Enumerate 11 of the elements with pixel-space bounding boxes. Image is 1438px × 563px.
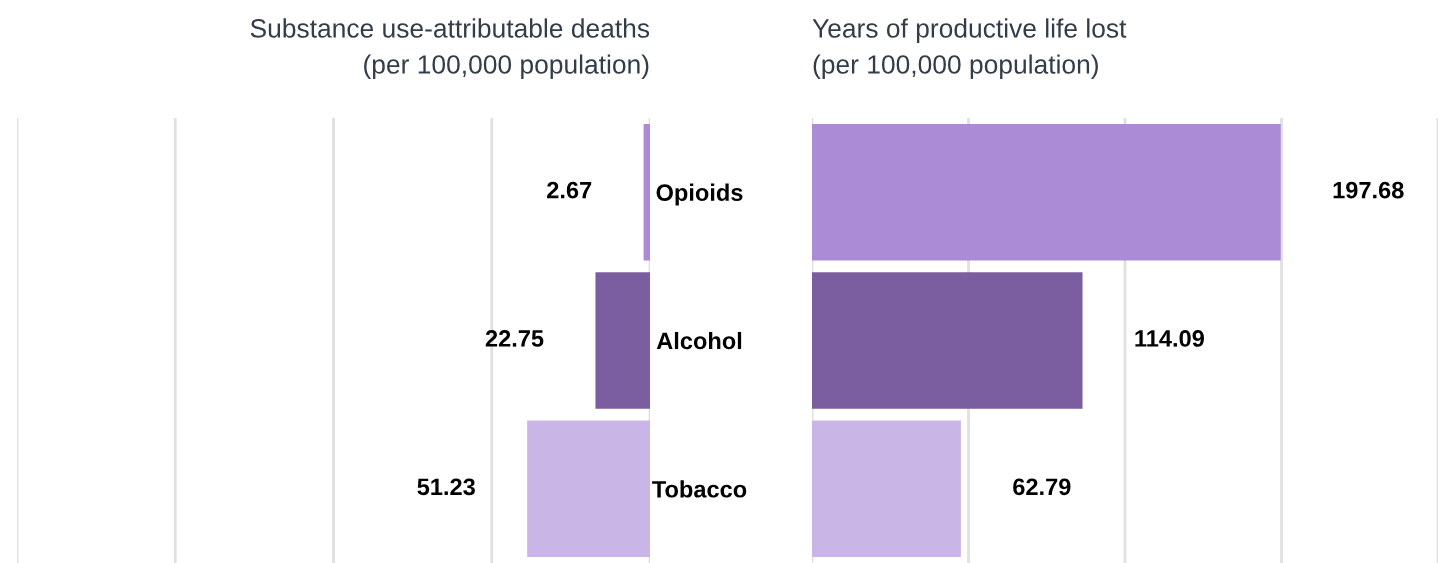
y-tick-label: Tobacco	[652, 480, 747, 498]
data-label: 2.67	[547, 181, 592, 199]
data-label: 62.79	[1013, 478, 1071, 496]
data-label: 22.75	[485, 330, 544, 347]
y-tick-label: Alcohol	[656, 331, 742, 350]
chart-title: Years of productive life lost (per 100,000 population)	[812, 18, 1127, 80]
data-label: 197.68	[1333, 181, 1404, 199]
y-tick-label: Opioids	[656, 183, 743, 206]
data-label: 51.23	[417, 478, 475, 496]
data-label: 114.09	[1135, 330, 1204, 347]
chart-title: Substance use-attributable deaths (per 100,000 population)	[250, 18, 650, 80]
